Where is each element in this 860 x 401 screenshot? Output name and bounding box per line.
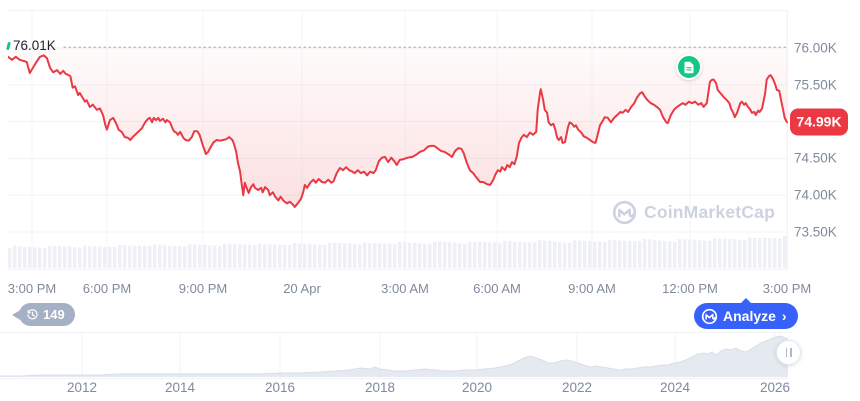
x-axis-label: 12:00 PM [662,281,718,296]
year-axis-label: 2026 [759,380,791,395]
x-axis-label: 6:00 AM [473,281,521,296]
open-price-label: 76.01K [13,38,56,53]
current-price-badge: 74.99K [790,108,848,136]
price-line-chart[interactable] [8,10,788,270]
y-axis: 74.99K 76.00K 75.50K 74.50K 74.00K 73.50K [788,0,860,280]
y-axis-label: 74.50K [794,150,837,166]
analyze-label: Analyze [723,308,776,324]
badge-pill: 149 [19,303,75,326]
year-axis-label: 2012 [66,380,98,395]
y-axis-label: 74.00K [794,187,837,203]
year-axis-label: 2020 [461,380,493,395]
news-event-icon[interactable] [676,54,702,80]
main-chart-plot-area[interactable] [8,10,788,270]
y-axis-label: 75.50K [794,77,837,93]
x-axis-label: 3:00 PM [762,281,812,296]
y-axis-label: 76.00K [794,40,837,56]
history-count-badge[interactable]: 149 [12,303,75,326]
x-axis-label: 9:00 PM [178,281,228,296]
x-axis-label: 6:00 PM [82,281,132,296]
document-glyph-icon [684,61,694,73]
coinmarketcap-logo-icon [612,200,637,225]
y-axis-label: 73.50K [794,224,837,240]
x-axis: 3:00 PM 6:00 PM 9:00 PM 20 Apr 3:00 AM 6:00 A… [0,281,860,299]
navigator-area-chart[interactable] [0,333,789,378]
year-axis-label: 2018 [364,380,396,395]
coinmarketcap-watermark: CoinMarketCap [612,200,775,225]
history-count: 149 [43,307,65,322]
analyze-logo-icon [701,308,718,324]
navigator-drag-handle[interactable] [776,340,801,365]
timeline-navigator[interactable] [0,332,789,379]
year-axis: 2012 2014 2016 2018 2020 2022 2024 2026 [0,380,860,398]
year-axis-label: 2022 [561,380,593,395]
x-axis-label: 3:00 AM [381,281,429,296]
watermark-text: CoinMarketCap [644,202,775,222]
year-axis-label: 2016 [264,380,296,395]
chevron-right-icon: › [781,308,787,324]
x-axis-label: 9:00 AM [568,281,616,296]
year-axis-label: 2024 [659,380,691,395]
x-axis-label: 3:00 PM [7,281,57,296]
x-axis-label: 20 Apr [283,281,321,296]
badge-tail [12,308,22,321]
history-clock-icon [27,309,38,320]
analyze-button[interactable]: Analyze › [694,298,798,329]
year-axis-label: 2014 [164,380,196,395]
